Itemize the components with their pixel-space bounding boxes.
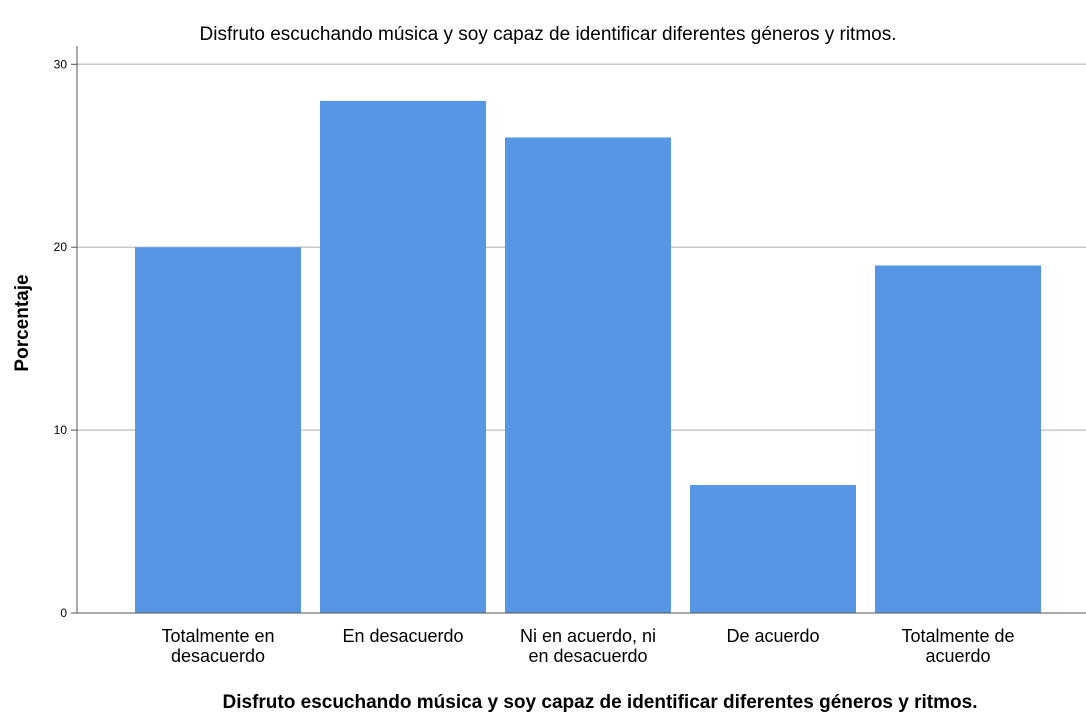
- x-tick-label: Totalmente de: [901, 626, 1014, 646]
- x-tick-label: Totalmente en: [161, 626, 274, 646]
- bar: [505, 137, 671, 614]
- bar: [135, 247, 301, 613]
- x-tick-label: Ni en acuerdo, ni: [520, 626, 656, 646]
- x-tick-label: en desacuerdo: [528, 646, 647, 666]
- y-axis-label: Porcentaje: [12, 274, 33, 371]
- x-tick-label: En desacuerdo: [342, 626, 463, 646]
- bar: [875, 265, 1041, 613]
- bar: [320, 100, 486, 613]
- x-tick-label: De acuerdo: [726, 626, 819, 646]
- x-axis-label: Disfruto escuchando música y soy capaz d…: [223, 692, 978, 713]
- y-tick-label: 10: [54, 423, 68, 437]
- bars: [135, 100, 1041, 614]
- y-tick-label: 30: [54, 57, 68, 71]
- axes: [71, 46, 1086, 614]
- chart-title: Disfruto escuchando música y soy capaz d…: [200, 24, 897, 45]
- y-tick-labels: 0 10 20 30: [54, 57, 68, 620]
- x-tick-label: desacuerdo: [171, 646, 265, 666]
- y-tick-label: 0: [60, 606, 67, 620]
- bar: [690, 484, 856, 613]
- y-tick-label: 20: [54, 240, 68, 254]
- x-tick-label: acuerdo: [925, 646, 990, 666]
